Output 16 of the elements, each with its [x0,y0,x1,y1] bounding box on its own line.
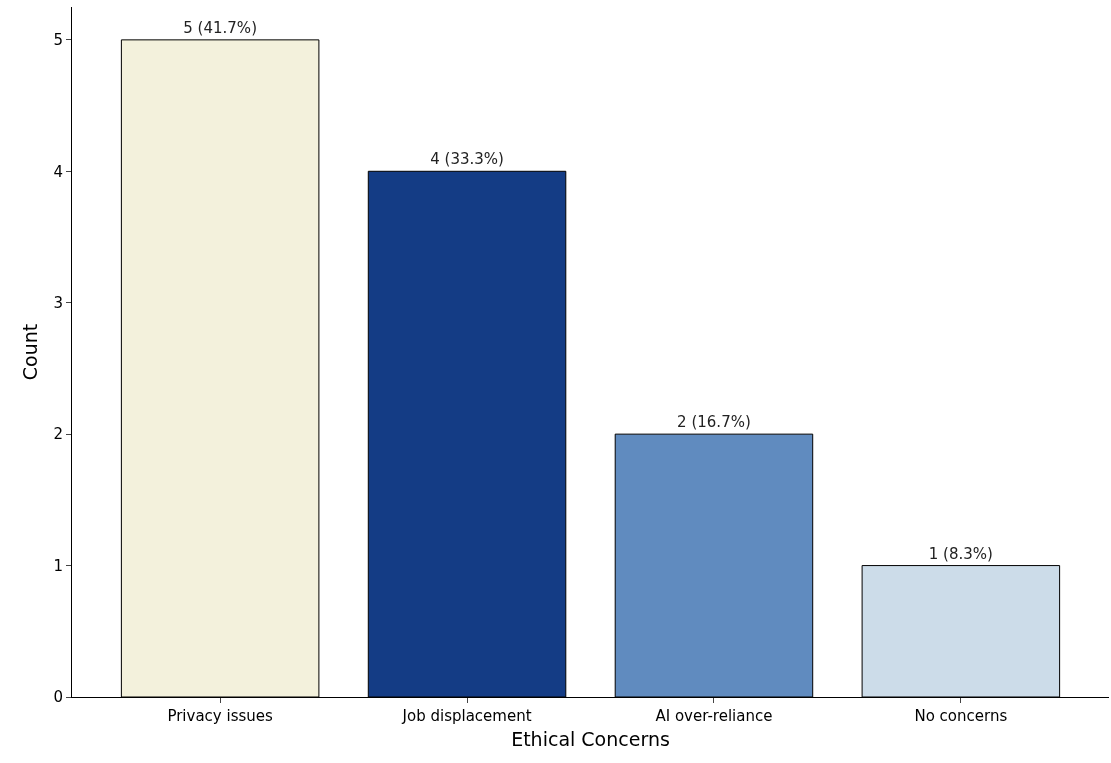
x-axis-title: Ethical Concerns [511,727,670,750]
data-label: 5 (41.7%) [183,18,257,37]
y-tick-label: 1 [53,556,63,575]
y-tick-label: 2 [53,425,63,444]
x-tick-label: AI over-reliance [655,707,773,725]
data-label: 1 (8.3%) [928,544,993,563]
y-tick-label: 0 [53,688,63,707]
x-tick-label: Privacy issues [167,707,274,725]
y-axis-title: Count [19,323,42,381]
y-tick-label: 5 [53,31,63,50]
y-tick-label: 4 [53,162,63,181]
y-tick-label: 3 [53,293,63,312]
data-label: 4 (33.3%) [430,150,504,169]
x-tick-label: Job displacement [401,707,532,725]
x-tick-label: No concerns [914,707,1008,725]
data-label: 2 (16.7%) [677,413,751,432]
